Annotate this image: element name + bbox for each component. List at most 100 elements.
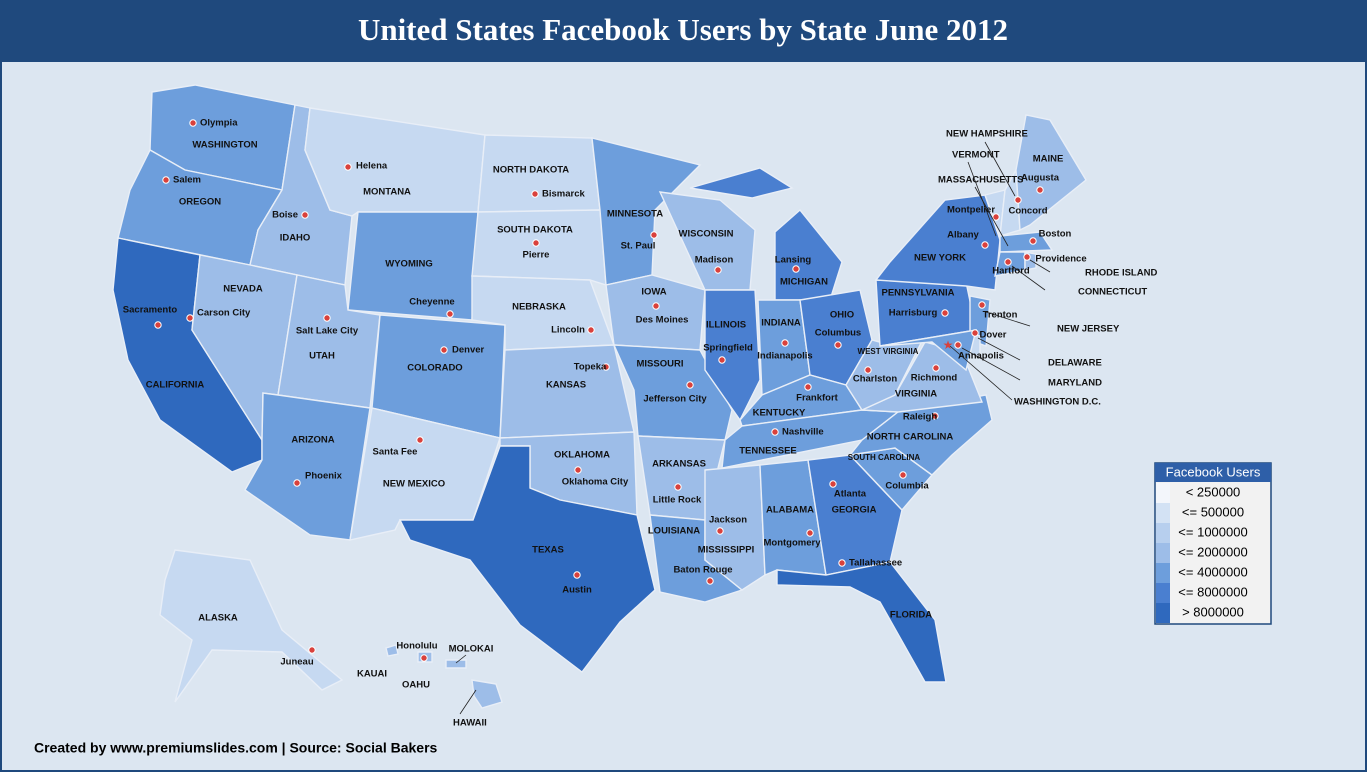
capital-dot	[674, 483, 682, 491]
capital-dot	[574, 466, 582, 474]
state-name: ARKANSAS	[652, 459, 706, 470]
state-name: LOUISIANA	[648, 526, 700, 537]
capital-name: Jefferson City	[643, 394, 707, 405]
legend-label: <= 4000000	[1178, 564, 1247, 579]
capital-dot	[587, 326, 595, 334]
capital-dot	[931, 412, 939, 420]
state-name: WISCONSIN	[679, 229, 734, 240]
legend-label: <= 1000000	[1178, 524, 1247, 539]
state-name: DELAWARE	[1048, 358, 1102, 369]
capital-name: Jackson	[709, 515, 747, 526]
legend-title: Facebook Users	[1166, 464, 1261, 479]
capital-name: Austin	[562, 585, 592, 596]
capital-name: Santa Fee	[373, 447, 418, 458]
state-name: MAINE	[1033, 154, 1064, 165]
capital-dot	[941, 309, 949, 317]
state-name: MONTANA	[363, 187, 411, 198]
state-shape	[499, 344, 635, 439]
state-shape	[689, 167, 794, 199]
state-name: UTAH	[309, 351, 335, 362]
state-name: MICHIGAN	[780, 277, 828, 288]
capital-dot	[189, 119, 197, 127]
capital-dot	[971, 329, 979, 337]
capital-dot	[992, 213, 1000, 221]
capital-name: Richmond	[911, 373, 958, 384]
credit: Created by www.premiumslides.com | Sourc…	[34, 740, 438, 756]
capital-name: Raleigh	[903, 412, 938, 423]
legend-label: <= 2000000	[1178, 544, 1247, 559]
capital-name: Nashville	[782, 427, 824, 438]
state-name: WASHINGTON	[192, 140, 257, 151]
capital-dot	[301, 211, 309, 219]
state-name: NEW JERSEY	[1057, 324, 1120, 335]
capital-dot	[718, 356, 726, 364]
capital-name: Hartford	[992, 266, 1030, 277]
leader-line	[985, 311, 1031, 327]
state-shape	[244, 392, 371, 541]
district-star: ★	[943, 338, 954, 352]
capital-dot	[686, 381, 694, 389]
capital-dot	[440, 346, 448, 354]
state-name: NEW MEXICO	[383, 479, 445, 490]
capital-name: Columbia	[885, 481, 929, 492]
capital-dot	[1014, 196, 1022, 204]
capital-name: Denver	[452, 345, 485, 356]
state-name: SOUTH DAKOTA	[497, 225, 573, 236]
state-name: CALIFORNIA	[146, 380, 205, 391]
state-name: ILLINOIS	[706, 320, 746, 331]
capital-name: Concord	[1008, 206, 1047, 217]
state-name: VERMONT	[952, 150, 1000, 161]
capital-name: Indianapolis	[757, 351, 812, 362]
capital-dot	[978, 301, 986, 309]
state-name: PENNSYLVANIA	[881, 288, 954, 299]
capital-dot	[954, 341, 962, 349]
capital-dot	[531, 190, 539, 198]
state-name: VIRGINIA	[895, 389, 937, 400]
leader-line	[974, 186, 1009, 247]
capital-dot	[293, 479, 301, 487]
capital-dot	[838, 559, 846, 567]
state-name: NEBRASKA	[512, 302, 566, 313]
capital-dot	[981, 241, 989, 249]
capital-name: Honolulu	[396, 641, 437, 652]
capital-dot	[864, 366, 872, 374]
capital-dot	[1004, 258, 1012, 266]
capital-dot	[781, 339, 789, 347]
capital-dot	[829, 480, 837, 488]
capital-name: Springfield	[703, 343, 753, 354]
state-shape	[879, 329, 977, 372]
capital-name: Cheyenne	[409, 297, 454, 308]
capital-name: Salt Lake City	[296, 326, 359, 337]
capital-dot	[1036, 186, 1044, 194]
leader-line	[949, 345, 1013, 401]
capital-dot	[714, 266, 722, 274]
leader-line	[455, 654, 467, 664]
capital-name: Lansing	[775, 255, 812, 266]
capital-dot	[899, 471, 907, 479]
district-name: WASHINGTON D.C.	[1014, 397, 1101, 408]
state-shape	[385, 644, 399, 657]
state-name: NORTH DAKOTA	[493, 165, 569, 176]
capital-dot	[650, 231, 658, 239]
capital-dot	[932, 364, 940, 372]
capital-name: Dover	[980, 330, 1007, 341]
state-shape	[774, 208, 843, 301]
state-name: SOUTH CAROLINA	[848, 453, 921, 462]
capital-name: Pierre	[523, 250, 550, 261]
capital-dot	[344, 163, 352, 171]
state-name: OKLAHOMA	[554, 450, 610, 461]
capital-dot	[652, 302, 660, 310]
state-name: ALASKA	[198, 613, 238, 624]
capital-dot	[834, 341, 842, 349]
leader-line	[1029, 259, 1051, 273]
state-name: TENNESSEE	[739, 446, 797, 457]
capital-dot	[706, 577, 714, 585]
capital-name: Phoenix	[305, 471, 343, 482]
legend-label: > 8000000	[1182, 604, 1244, 619]
capital-name: Boise	[272, 210, 298, 221]
capital-name: Topeka	[574, 362, 607, 373]
capital-dot	[804, 383, 812, 391]
capital-name: Frankfort	[796, 393, 839, 404]
capital-name: Sacramento	[123, 305, 178, 316]
